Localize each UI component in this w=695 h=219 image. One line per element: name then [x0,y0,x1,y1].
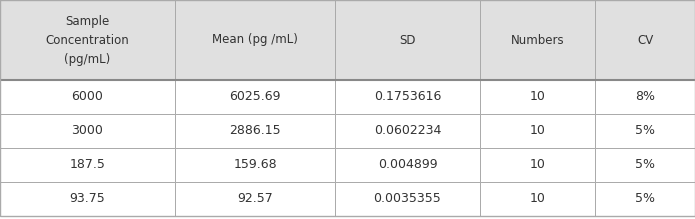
Bar [175,0,335,80]
Bar [480,182,595,216]
Text: 10: 10 [530,124,546,138]
Bar [0,80,175,114]
Bar [595,80,695,114]
Text: 10: 10 [530,193,546,205]
Bar [595,114,695,148]
Bar [335,114,480,148]
Text: 2886.15: 2886.15 [229,124,281,138]
Text: Numbers: Numbers [511,34,564,46]
Bar [335,0,480,80]
Bar [0,114,175,148]
Text: 6025.69: 6025.69 [229,90,281,104]
Bar [480,0,595,80]
Bar [0,148,175,182]
Bar [175,182,335,216]
Text: 3000: 3000 [72,124,104,138]
Text: 0.004899: 0.004899 [377,159,437,171]
Bar [480,148,595,182]
Text: 0.1753616: 0.1753616 [374,90,441,104]
Text: 10: 10 [530,90,546,104]
Text: 5%: 5% [635,193,655,205]
Text: Sample
Concentration
(pg/mL): Sample Concentration (pg/mL) [46,14,129,65]
Bar [0,0,175,80]
Bar [175,80,335,114]
Bar [175,148,335,182]
Text: 8%: 8% [635,90,655,104]
Text: CV: CV [637,34,653,46]
Bar [595,0,695,80]
Bar [175,114,335,148]
Bar [595,148,695,182]
Bar [335,182,480,216]
Text: Mean (pg /mL): Mean (pg /mL) [212,34,298,46]
Text: 5%: 5% [635,124,655,138]
Text: 159.68: 159.68 [234,159,277,171]
Bar [335,148,480,182]
Text: 5%: 5% [635,159,655,171]
Text: 93.75: 93.75 [70,193,106,205]
Bar [480,114,595,148]
Text: 92.57: 92.57 [237,193,273,205]
Text: SD: SD [399,34,416,46]
Bar [595,182,695,216]
Text: 10: 10 [530,159,546,171]
Bar [335,80,480,114]
Bar [0,182,175,216]
Text: 0.0602234: 0.0602234 [374,124,441,138]
Text: 6000: 6000 [72,90,104,104]
Bar [480,80,595,114]
Text: 0.0035355: 0.0035355 [374,193,441,205]
Text: 187.5: 187.5 [70,159,106,171]
